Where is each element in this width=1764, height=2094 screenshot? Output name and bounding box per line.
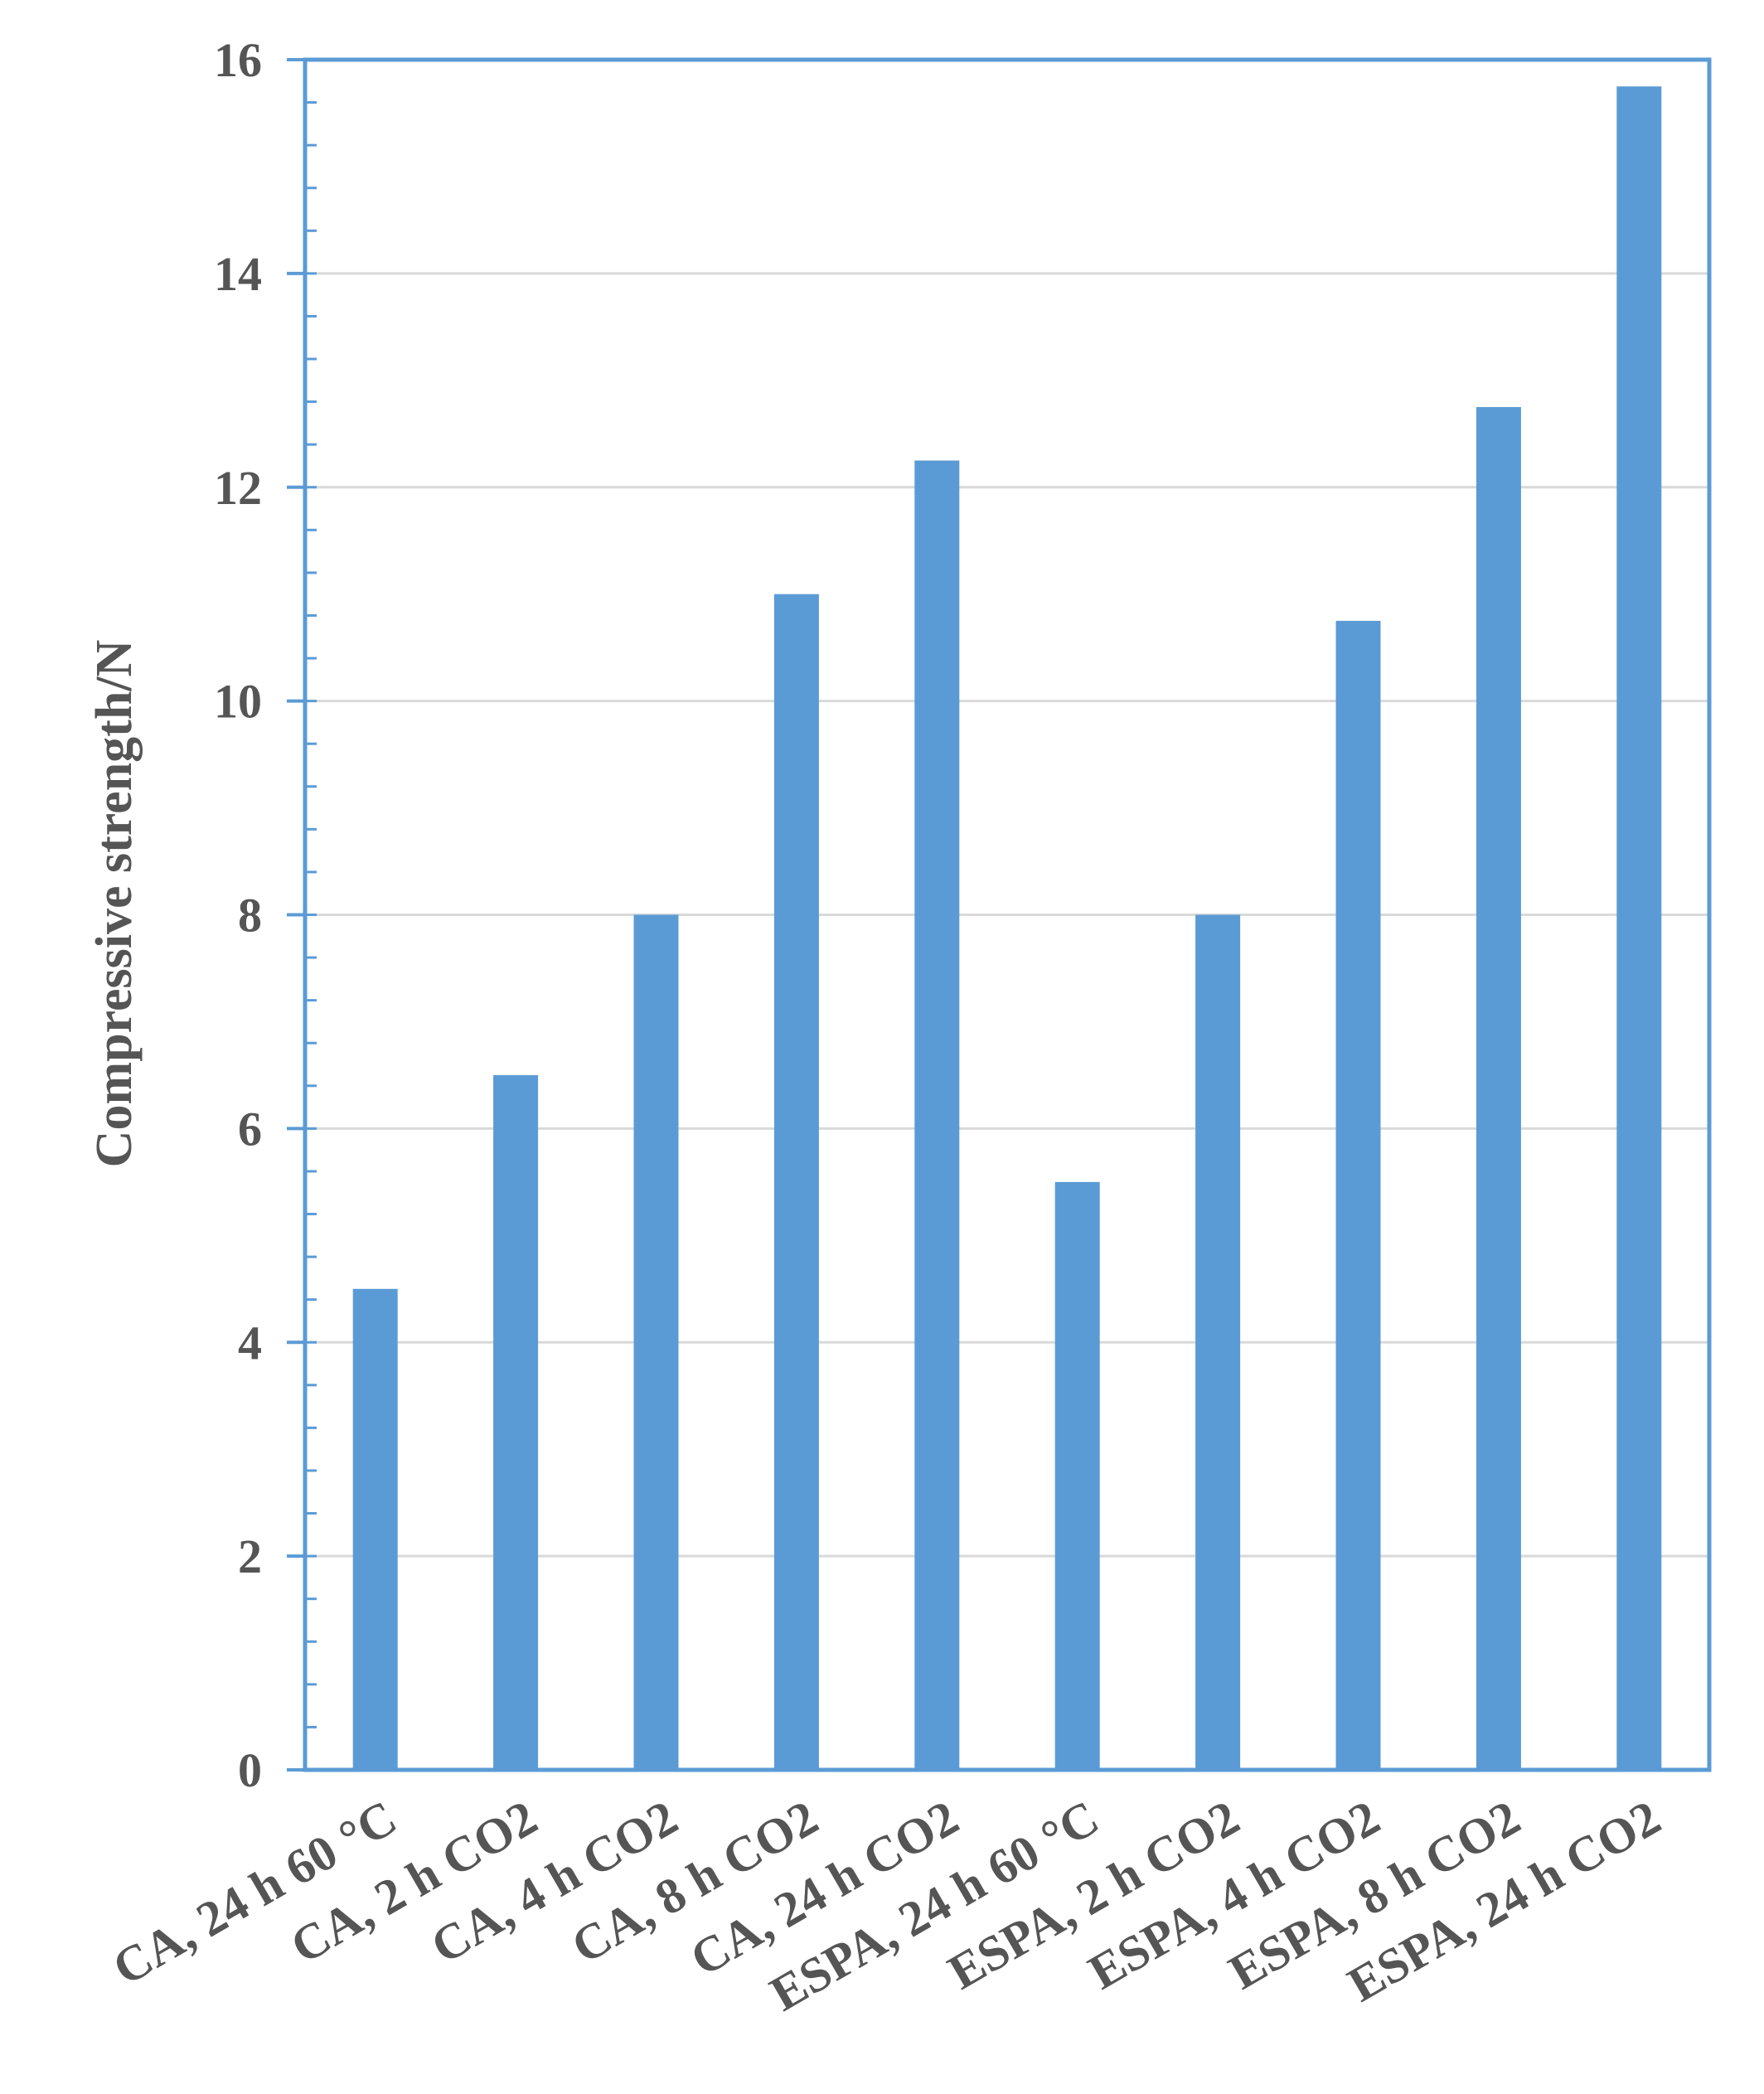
y-tick-label: 6 <box>238 1102 262 1156</box>
y-tick-label: 16 <box>214 33 262 87</box>
y-tick-label: 14 <box>214 247 262 301</box>
y-tick-label: 2 <box>238 1529 262 1583</box>
bar <box>1054 1181 1100 1770</box>
y-tick-label: 12 <box>214 461 262 515</box>
bar <box>1476 407 1521 1770</box>
bar <box>1195 914 1241 1770</box>
bar <box>773 594 819 1770</box>
bar <box>493 1074 539 1770</box>
bar <box>352 1288 398 1770</box>
y-tick-label: 8 <box>238 889 262 943</box>
bar <box>1335 620 1381 1770</box>
bar <box>1616 86 1662 1770</box>
plot-frame <box>303 57 1712 1772</box>
y-tick-label: 10 <box>214 675 262 729</box>
y-tick-labels: 0 2 4 6 8 10 12 14 16 <box>214 33 262 1797</box>
gridlines <box>305 272 1709 1558</box>
y-tick-label: 0 <box>238 1743 262 1797</box>
bars <box>352 86 1662 1770</box>
bar <box>633 914 679 1770</box>
axes <box>287 57 1712 1772</box>
y-axis-title: Compressive strength/N <box>86 640 143 1168</box>
bar <box>914 460 960 1770</box>
y-tick-label: 4 <box>238 1316 262 1369</box>
